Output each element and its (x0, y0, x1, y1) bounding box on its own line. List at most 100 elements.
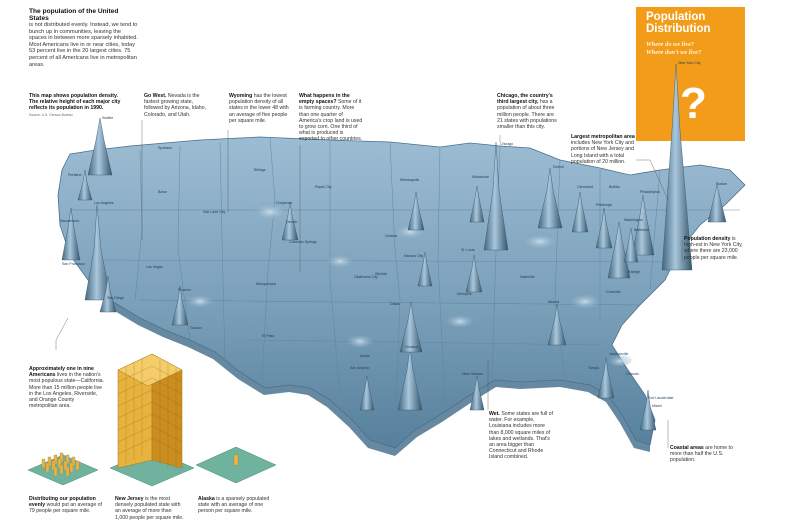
spike-kansascity (417, 251, 433, 287)
city-label-stlouis: St. Louis (461, 248, 475, 252)
caption-even-body: would put an average of 79 people per sq… (29, 502, 102, 515)
question-2: Where don't we live? (646, 49, 702, 56)
annotation-chicago: Chicago, the country's third largest cit… (497, 93, 559, 130)
spike-baltimore (623, 227, 639, 263)
city-label-miami: Miami (652, 404, 662, 408)
title-line-2: Distribution (646, 23, 711, 35)
question-mark-icon: ? (680, 79, 707, 128)
population-spikes (61, 63, 727, 431)
california-title: Approximately one in nine Americans (29, 366, 94, 379)
city-label-newyork: New York City (678, 61, 701, 65)
city-label-atlanta: Atlanta (548, 300, 560, 304)
go-west-body: Nevada is the fastest growing state, fol… (144, 93, 207, 118)
city-label-chicago: Chicago (500, 142, 514, 146)
map-note: This map shows population density. The r… (29, 93, 124, 118)
spike-atlanta (547, 303, 567, 346)
caption-nj-title: New Jersey (115, 496, 144, 502)
city-label-saltlake: Salt Lake City (203, 210, 226, 214)
spike-portland (77, 169, 93, 201)
city-label-phoenix: Phoenix (178, 288, 191, 292)
city-label-charlotte: Charlotte (606, 290, 621, 294)
annotation-california: Approximately one in nine Americans live… (29, 366, 104, 409)
city-label-washington: Washington (624, 218, 643, 222)
spike-neworleans (469, 375, 485, 411)
city-label-denver: Denver (286, 220, 298, 224)
chicago-body: has a population of about three million … (497, 99, 557, 131)
city-label-tucson: Tucson (190, 326, 202, 330)
go-west-title: Go West. (144, 93, 167, 99)
annotation-density: Population density is high-est in New Yo… (684, 236, 744, 261)
coastal-title: Coastal areas (670, 445, 704, 451)
city-label-elpaso: El Paso (262, 334, 275, 338)
spike-newyork (661, 63, 693, 271)
city-label-sacramento: Sacramento (60, 219, 80, 223)
city-label-rapidcity: Rapid City (315, 185, 332, 189)
city-label-orlando: Orlando (626, 372, 639, 376)
annotation-wet: Wet. Some states are full of water. For … (489, 411, 555, 461)
spike-miami (639, 389, 657, 431)
empty-spaces-title: What happens in the empty spaces? (299, 93, 350, 106)
city-label-pittsburgh: Pittsburgh (596, 203, 613, 207)
city-label-sandiego: San Diego (107, 296, 124, 300)
california-body: lives in the nation's most populous stat… (29, 372, 104, 410)
chicago-title: Chicago, the country's third largest cit… (497, 93, 553, 106)
spike-cleveland (571, 191, 589, 233)
spike-philadelphia (631, 194, 655, 256)
city-label-losangeles: Los Angeles (94, 201, 114, 205)
spike-tampa (597, 357, 615, 399)
caption-even-title: Distributing our population evenly (29, 496, 96, 509)
wet-body: Some states are full of water. For examp… (489, 411, 553, 461)
annotation-empty-spaces: What happens in the empty spaces? Some o… (299, 93, 363, 143)
city-label-ftlauderdale: Fort Lauderdale (648, 396, 674, 400)
title-line-1: Population (646, 11, 706, 23)
city-label-oklahomacity: Oklahoma City (354, 275, 378, 279)
coastal-body: are home to more than half the U.S. popu… (670, 445, 733, 464)
city-label-philadelphia: Philadelphia (640, 190, 660, 194)
spike-detroit (537, 167, 563, 229)
city-label-spokane: Spokane (158, 146, 173, 150)
spike-stlouis (465, 254, 483, 293)
city-label-nashville: Nashville (520, 275, 535, 279)
city-label-minneapolis: Minneapolis (400, 178, 420, 182)
annotation-go-west: Go West. Nevada is the fastest growing s… (144, 93, 210, 118)
spike-phoenix (171, 285, 189, 326)
wyoming-body: has the lowest population density of all… (229, 93, 289, 124)
city-label-memphis: Memphis (457, 292, 472, 296)
spike-sanfrancisco (61, 207, 81, 261)
city-label-neworleans: New Orleans (462, 372, 483, 376)
caption-even: Distributing our population evenly would… (29, 496, 103, 515)
empty-spaces-body: Some of it is farming country. More than… (299, 99, 363, 143)
leader-lines (55, 120, 683, 448)
city-label-cleveland: Cleveland (577, 185, 593, 189)
density-body: is high-est in New York City, where ther… (684, 236, 743, 261)
spike-boston (707, 184, 727, 223)
caption-nj: New Jersey is the most densely populated… (115, 496, 185, 521)
city-label-seattle: Seattle (102, 116, 114, 120)
city-label-boise: Boise (158, 190, 167, 194)
spike-sandiego (99, 275, 117, 313)
city-label-detroit: Detroit (553, 165, 564, 169)
city-label-cheyenne: Cheyenne (276, 201, 293, 205)
density-title: Population density (684, 236, 731, 242)
city-label-billings: Billings (254, 168, 266, 172)
caption-nj-body: is the most densely populated state with… (115, 496, 184, 521)
city-label-raleigh: Raleigh (628, 270, 641, 274)
annotation-coastal: Coastal areas are home to more than half… (670, 445, 742, 464)
spike-houston (397, 347, 423, 411)
spike-seattle (87, 117, 113, 176)
city-label-albuquerque: Albuquerque (256, 282, 277, 286)
wet-title: Wet. (489, 411, 500, 417)
intro-title: The population of the United States (29, 8, 119, 22)
city-label-portland: Portland (68, 173, 82, 177)
illustration-alaska (195, 446, 277, 484)
illustration-nj (109, 353, 195, 487)
city-label-boston: Boston (716, 182, 728, 186)
city-label-kansascity: Kansas City (404, 254, 424, 258)
wyoming-title: Wyoming (229, 93, 253, 99)
city-label-houston: Houston (405, 345, 419, 349)
city-label-tampa: Tampa (588, 366, 599, 370)
city-label-dallas: Dallas (390, 302, 400, 306)
city-label-austin: Austin (360, 354, 370, 358)
metro-bumps (186, 201, 632, 366)
